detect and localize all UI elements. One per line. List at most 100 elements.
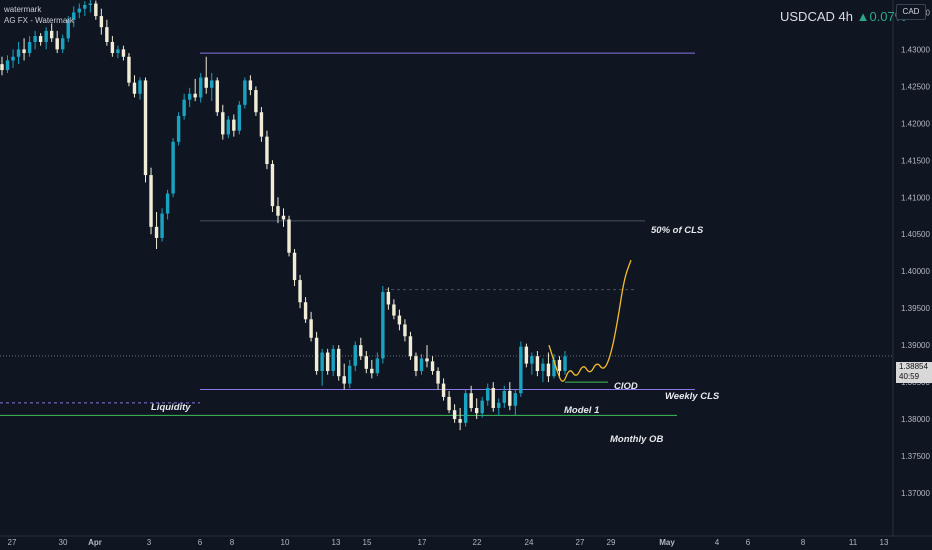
level-lines	[0, 52, 893, 416]
currency-button[interactable]: CAD	[896, 4, 926, 20]
x-tick-label: 3	[147, 538, 152, 547]
candle-body	[563, 356, 567, 372]
candle-body	[469, 393, 473, 408]
candle-body	[370, 368, 374, 374]
y-tick-label: 1.41500	[901, 156, 930, 165]
projection-path	[548, 259, 632, 382]
price-axis: 1.435001.430001.425001.420001.415001.410…	[892, 0, 932, 550]
x-tick-label: May	[659, 538, 675, 547]
candle-body	[38, 36, 43, 42]
candle-body	[77, 8, 81, 13]
candle-body	[182, 99, 186, 116]
candle-body	[392, 304, 396, 316]
candle-body	[110, 41, 115, 54]
candle-body	[132, 82, 137, 94]
candle-body	[281, 215, 286, 220]
candle-body	[5, 60, 10, 71]
candle-body	[430, 361, 435, 372]
watermark-line-1: watermark	[4, 5, 42, 14]
x-tick-label: 6	[746, 538, 751, 547]
candle-body	[44, 30, 48, 42]
projection-curve	[548, 259, 632, 382]
candle-body	[243, 80, 247, 105]
watermark-line-2: AG FX - Watermark	[4, 16, 74, 25]
level-label: Weekly CLS	[665, 391, 720, 402]
candle-body	[419, 358, 424, 372]
candle-body	[452, 410, 457, 420]
candle-body	[176, 115, 181, 142]
candle-body	[325, 352, 330, 372]
candle-body	[436, 371, 440, 384]
candle-body	[55, 38, 59, 50]
candle-body	[165, 193, 170, 214]
candle-body	[508, 390, 512, 406]
candle-body	[441, 383, 446, 397]
level-label: 50% of CLS	[651, 225, 704, 236]
candle-body	[491, 388, 495, 408]
candle-body	[116, 49, 120, 54]
candle-body	[33, 36, 37, 42]
candle-body	[552, 359, 556, 377]
candle-body	[105, 27, 109, 42]
candle-body	[458, 419, 462, 423]
candle-body	[502, 390, 506, 403]
candle-body	[480, 400, 484, 414]
candle-body	[198, 77, 203, 98]
candle-body	[49, 30, 54, 39]
x-tick-label: Apr	[88, 538, 102, 547]
x-tick-label: 4	[715, 538, 720, 547]
x-tick-label: 11	[849, 538, 858, 547]
candle-body	[541, 363, 545, 372]
candle-body	[143, 80, 148, 176]
candle-body	[11, 56, 15, 61]
candle-body	[535, 356, 540, 372]
candle-body	[381, 291, 385, 359]
level-label: CIOD	[614, 381, 638, 392]
symbol-header[interactable]: USDCAD 4h ▲0.07%	[780, 9, 906, 24]
candle-body	[425, 358, 429, 362]
x-tick-label: 30	[59, 538, 68, 547]
y-tick-label: 1.38000	[901, 415, 930, 424]
candle-body	[375, 358, 380, 374]
x-tick-label: 13	[332, 538, 341, 547]
y-tick-label: 1.39000	[901, 341, 930, 350]
candle-body	[314, 337, 319, 372]
candle-body	[486, 388, 490, 401]
candle-body	[265, 136, 269, 164]
level-label: Liquidity	[151, 402, 191, 413]
candle-body	[530, 356, 534, 364]
candle-body	[513, 393, 518, 406]
candle-body	[221, 112, 225, 135]
candle-body	[171, 141, 175, 194]
candle-body	[364, 356, 369, 369]
candle-body	[99, 16, 104, 28]
x-tick-label: 15	[363, 538, 372, 547]
candle-body	[154, 226, 159, 238]
candle-body	[187, 93, 192, 100]
x-tick-label: 29	[607, 538, 616, 547]
candle-body	[121, 49, 126, 57]
candle-body	[72, 12, 76, 20]
candle-body	[27, 41, 32, 54]
candle-body	[519, 346, 523, 394]
candle-body	[232, 119, 236, 131]
y-tick-label: 1.42000	[901, 119, 930, 128]
candle-body	[259, 112, 264, 137]
candle-body	[193, 93, 197, 98]
candle-body	[557, 359, 562, 372]
y-tick-label: 1.43000	[901, 45, 930, 54]
candle-body	[342, 376, 346, 384]
level-label: Monthly OB	[610, 434, 663, 445]
candle-body	[16, 49, 21, 57]
candle-body	[226, 119, 231, 135]
candle-body	[248, 80, 253, 91]
candle-body	[497, 402, 501, 408]
y-tick-label: 1.40500	[901, 230, 930, 239]
candle-body	[331, 348, 335, 372]
y-tick-label: 1.39500	[901, 304, 930, 313]
candle-body	[408, 336, 413, 357]
candle-body	[204, 77, 208, 88]
bar-countdown: 40:59	[899, 372, 920, 381]
level-labels: 50% of CLS CIOD Weekly CLS Liquidity Model 1…	[151, 225, 720, 445]
